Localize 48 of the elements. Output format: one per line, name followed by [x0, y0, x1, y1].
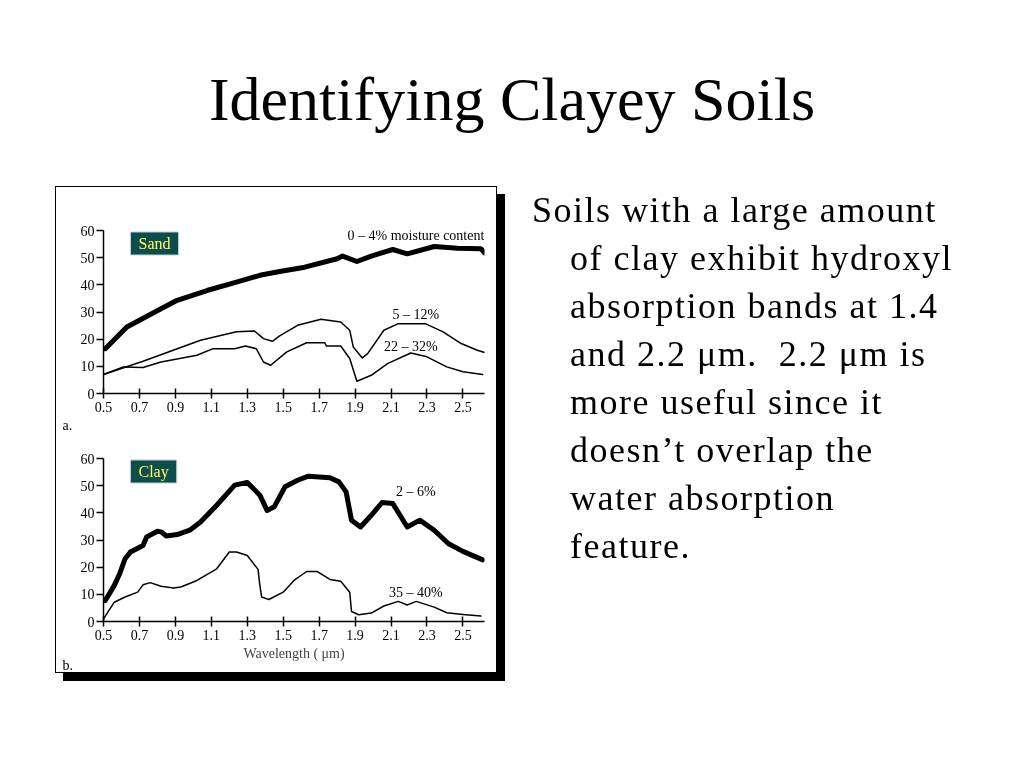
x-tick-label: 0.7	[130, 399, 149, 415]
text: Identifying Clayey Soils	[207, 64, 817, 134]
series-label: 35 – 40%	[389, 584, 444, 600]
x-tick-label: 0.5	[94, 399, 113, 415]
y-tick-label: 30	[80, 533, 95, 548]
x-tick-label: 2.5	[454, 399, 472, 415]
x-tick-label: 1.5	[274, 627, 292, 643]
x-tick-label: 1.3	[238, 627, 257, 643]
y-tick-label: 20	[80, 560, 95, 576]
x-tick-label: 1.9	[346, 627, 364, 643]
x-tick-label: 1.7	[310, 399, 328, 415]
series-label: 5 – 12%	[392, 306, 440, 322]
x-tick-label: 0.7	[130, 627, 149, 643]
x-tick-label: 0.5	[94, 627, 113, 643]
y-tick-label: 60	[80, 451, 95, 467]
y-tick-label: 40	[80, 505, 95, 521]
x-tick-label: 1.3	[238, 399, 257, 415]
series-label: 22 – 32%	[383, 339, 438, 355]
y-tick-label: 0	[87, 386, 95, 402]
y-tick-label: 60	[80, 223, 95, 239]
x-tick-label: 1.7	[310, 627, 328, 643]
x-tick-label: 0.9	[166, 399, 185, 415]
series-label: 2 – 6%	[396, 484, 437, 500]
x-tick-label: 2.3	[418, 627, 436, 643]
x-tick-label: 2.1	[382, 627, 400, 643]
x-tick-label: 1.5	[274, 399, 292, 415]
text: a.	[62, 418, 73, 433]
x-tick-label: 0.9	[166, 627, 185, 643]
y-tick-label: 10	[80, 359, 95, 375]
x-tick-label: 2.1	[382, 399, 400, 415]
x-tick-label: 2.5	[454, 627, 472, 643]
series-label: 0 – 4% moisture content	[347, 228, 485, 244]
x-tick-label: 2.3	[418, 399, 436, 415]
x-axis-title: Wavelength ( μm)	[243, 645, 345, 662]
x-tick-label: 1.1	[202, 627, 221, 643]
y-tick-label: 20	[80, 332, 95, 348]
y-tick-label: 50	[80, 478, 95, 494]
y-tick-label: 40	[80, 277, 95, 293]
y-tick-label: 50	[80, 250, 95, 266]
chart-title: Clay	[138, 463, 169, 481]
text: Soils with a large amount of clay exhibit hydroxyl absorption bands at 1.4 and 2.2 μm. 2.2 μm is more useful since it doesn’t overlap the water absorption feature.	[532, 189, 954, 568]
text: b.	[62, 657, 73, 673]
y-tick-label: 0	[87, 614, 95, 630]
x-tick-label: 1.1	[202, 399, 221, 415]
y-tick-label: 30	[80, 305, 95, 320]
y-tick-label: 10	[80, 587, 95, 603]
chart-title: Sand	[138, 235, 171, 252]
x-tick-label: 1.9	[346, 399, 364, 415]
